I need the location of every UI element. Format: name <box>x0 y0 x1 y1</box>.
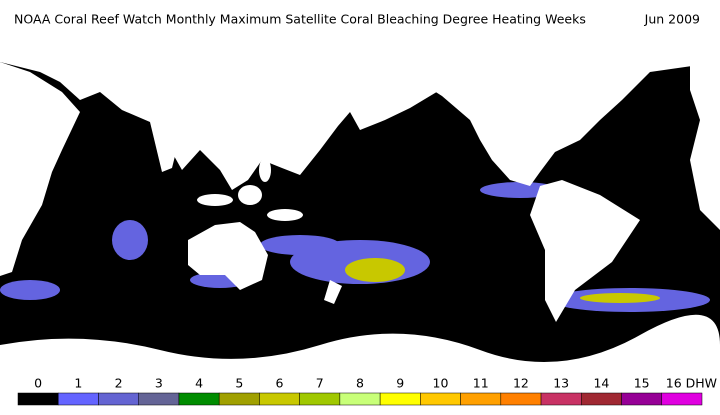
color-swatch <box>460 392 502 406</box>
colorbar-label: 14 <box>593 376 609 391</box>
anomaly-patch <box>580 293 660 303</box>
color-swatch <box>138 392 180 406</box>
color-swatch <box>581 392 622 406</box>
color-swatch <box>339 392 381 406</box>
color-swatch <box>661 392 703 406</box>
color-swatch <box>379 392 421 406</box>
land <box>0 40 720 370</box>
colorbar-label: 8 <box>356 376 364 391</box>
colorbar-label: 16 DHW <box>666 376 717 391</box>
anomaly-patch <box>112 220 148 260</box>
colorbar-label: 6 <box>276 376 284 391</box>
color-swatch <box>178 392 220 406</box>
colorbar-label: 7 <box>316 376 324 391</box>
colorbar-label: 5 <box>235 376 243 391</box>
map-area <box>0 40 720 370</box>
color-swatch <box>218 392 260 406</box>
colorbar-label: 10 <box>433 376 449 391</box>
colorbar-label: 3 <box>155 376 163 391</box>
date: Jun 2009 <box>644 12 700 27</box>
colorbar-label: 4 <box>195 376 203 391</box>
color-swatch <box>500 392 542 406</box>
colorbar-label: 15 <box>634 376 650 391</box>
color-swatch <box>540 392 582 406</box>
color-swatch <box>259 392 300 406</box>
colorbar-label: 12 <box>513 376 529 391</box>
color-swatch <box>98 392 139 406</box>
colorbar: 0 1 2 3 4 5 6 7 8 9 10 11 12 13 14 15 16 DHW <box>17 376 717 406</box>
color-swatch <box>17 392 59 406</box>
anomaly-patch <box>345 258 405 282</box>
color-swatch <box>299 392 341 406</box>
color-swatch <box>621 392 663 406</box>
colorbar-label: 1 <box>74 376 82 391</box>
color-swatch <box>420 392 461 406</box>
colorbar-label: 0 <box>34 376 42 391</box>
colorbar-label: 11 <box>473 376 489 391</box>
anomaly-patch <box>0 280 60 300</box>
colorbar-label: 9 <box>396 376 404 391</box>
anomaly-patch <box>260 235 340 255</box>
title: NOAA Coral Reef Watch Monthly Maximum Sa… <box>14 12 586 27</box>
colorbar-label: 13 <box>553 376 569 391</box>
color-swatch <box>57 392 99 406</box>
colorbar-label: 2 <box>115 376 123 391</box>
